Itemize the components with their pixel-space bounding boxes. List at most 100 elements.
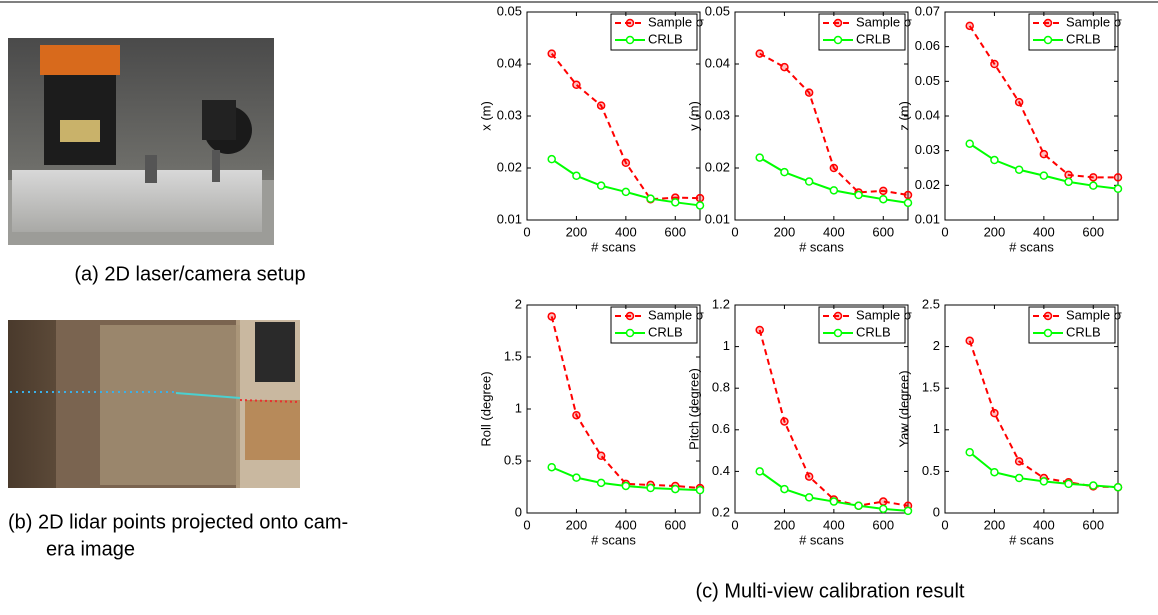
data-point [1113, 482, 1123, 492]
y-tick-label: 0.07 [915, 3, 940, 18]
legend-marker [833, 311, 843, 321]
data-point [671, 198, 680, 207]
y-tick-label: 0.03 [915, 142, 940, 157]
data-point [572, 80, 581, 90]
data-point [572, 473, 581, 482]
x-tick-label: 200 [774, 517, 796, 532]
chart: 0.01 0.02 0.03 0.04 0.05 0 200 400 600 # scans y (… [686, 3, 913, 254]
legend-box [818, 13, 906, 51]
data-point [1014, 457, 1024, 466]
series-line [758, 329, 909, 507]
data-point [780, 417, 789, 426]
legend-marker [1043, 311, 1053, 321]
chart: 0 0.5 1 1.5 2 0 200 400 600 # scans Roll (degree) S… [478, 296, 705, 547]
legend-label: Sample σ [1066, 14, 1122, 29]
legend-box [1028, 306, 1116, 344]
legend-box [610, 306, 698, 344]
data-point [990, 408, 999, 418]
legend-label: CRLB [1066, 31, 1101, 46]
x-tick-label: 200 [566, 517, 588, 532]
y-tick-label: 0.02 [705, 159, 730, 174]
data-point [804, 88, 814, 97]
y-tick-label: 0.05 [915, 73, 940, 88]
data-point [829, 186, 839, 195]
x-tick-label: 600 [664, 224, 686, 239]
data-point [1113, 184, 1123, 194]
series-line [968, 25, 1118, 179]
legend-marker [833, 18, 843, 28]
y-tick-label: 0.8 [712, 380, 730, 395]
x-axis-label: # scans [1009, 239, 1054, 254]
caption-b: era image [46, 538, 135, 560]
y-tick-label: 0.01 [915, 211, 940, 226]
series-line [550, 316, 701, 490]
y-tick-label: 0.02 [497, 159, 522, 174]
y-tick-label: 1.2 [712, 296, 730, 311]
data-point [1113, 173, 1123, 182]
legend-marker [833, 328, 843, 338]
photo-projection [8, 320, 301, 488]
caption-b: (b) 2D lidar points projected onto cam- [8, 511, 348, 533]
x-tick-label: 200 [566, 224, 588, 239]
y-axis-label: y (m) [686, 101, 701, 131]
x-tick-label: 400 [615, 517, 637, 532]
x-tick-label: 200 [774, 224, 796, 239]
x-tick-label: 400 [823, 517, 845, 532]
y-tick-label: 0.05 [705, 3, 730, 18]
legend-label: CRLB [648, 31, 683, 46]
x-tick-label: 0 [731, 224, 738, 239]
data-point [879, 194, 888, 204]
data-point [1089, 481, 1098, 490]
legend-label: Sample σ [856, 14, 912, 29]
caption-a: (a) 2D laser/camera setup [74, 263, 305, 285]
x-axis-label: # scans [591, 532, 636, 547]
data-point [1089, 173, 1098, 182]
chart: 0 0.5 1 1.5 2 2.5 0 200 400 600 # scans Yaw (degree… [896, 296, 1123, 547]
y-tick-label: 0.5 [504, 452, 522, 467]
data-point [780, 484, 789, 494]
data-point [1014, 165, 1024, 174]
x-tick-label: 400 [615, 224, 637, 239]
legend-marker [625, 328, 635, 338]
data-point [1039, 171, 1049, 180]
data-point [879, 186, 888, 196]
data-point [1089, 181, 1098, 190]
data-point [903, 190, 913, 200]
data-point [572, 410, 581, 420]
data-point [1039, 149, 1049, 159]
y-axis-label: Roll (degree) [478, 371, 493, 446]
data-point [854, 190, 863, 200]
y-axis-label: Yaw (degree) [896, 370, 911, 447]
x-tick-label: 600 [664, 517, 686, 532]
x-axis-label: # scans [799, 532, 844, 547]
data-point [854, 501, 863, 510]
data-point [829, 497, 839, 506]
series-line [759, 52, 909, 197]
data-point [1014, 473, 1024, 483]
legend-box [1028, 13, 1116, 51]
chart: 0.01 0.02 0.03 0.04 0.05 0 200 400 600 # scans x (… [478, 3, 705, 254]
x-axis-label: # scans [799, 239, 844, 254]
data-point [646, 483, 655, 493]
data-point [1039, 477, 1049, 486]
data-point [621, 481, 631, 491]
data-point [755, 325, 764, 335]
x-tick-label: 400 [823, 224, 845, 239]
data-point [596, 478, 606, 488]
data-point [596, 181, 606, 190]
data-point [965, 139, 974, 148]
data-point [780, 167, 789, 177]
legend-marker [833, 35, 843, 45]
photo-setup [8, 38, 274, 245]
data-point [780, 62, 789, 72]
data-point [1064, 177, 1073, 187]
data-point [572, 171, 581, 181]
data-point [547, 154, 556, 164]
legend-marker [625, 35, 635, 45]
data-point [903, 506, 913, 516]
data-point [965, 21, 974, 31]
data-point [621, 187, 631, 197]
legend-label: Sample σ [648, 307, 704, 322]
legend-marker [1043, 35, 1053, 45]
